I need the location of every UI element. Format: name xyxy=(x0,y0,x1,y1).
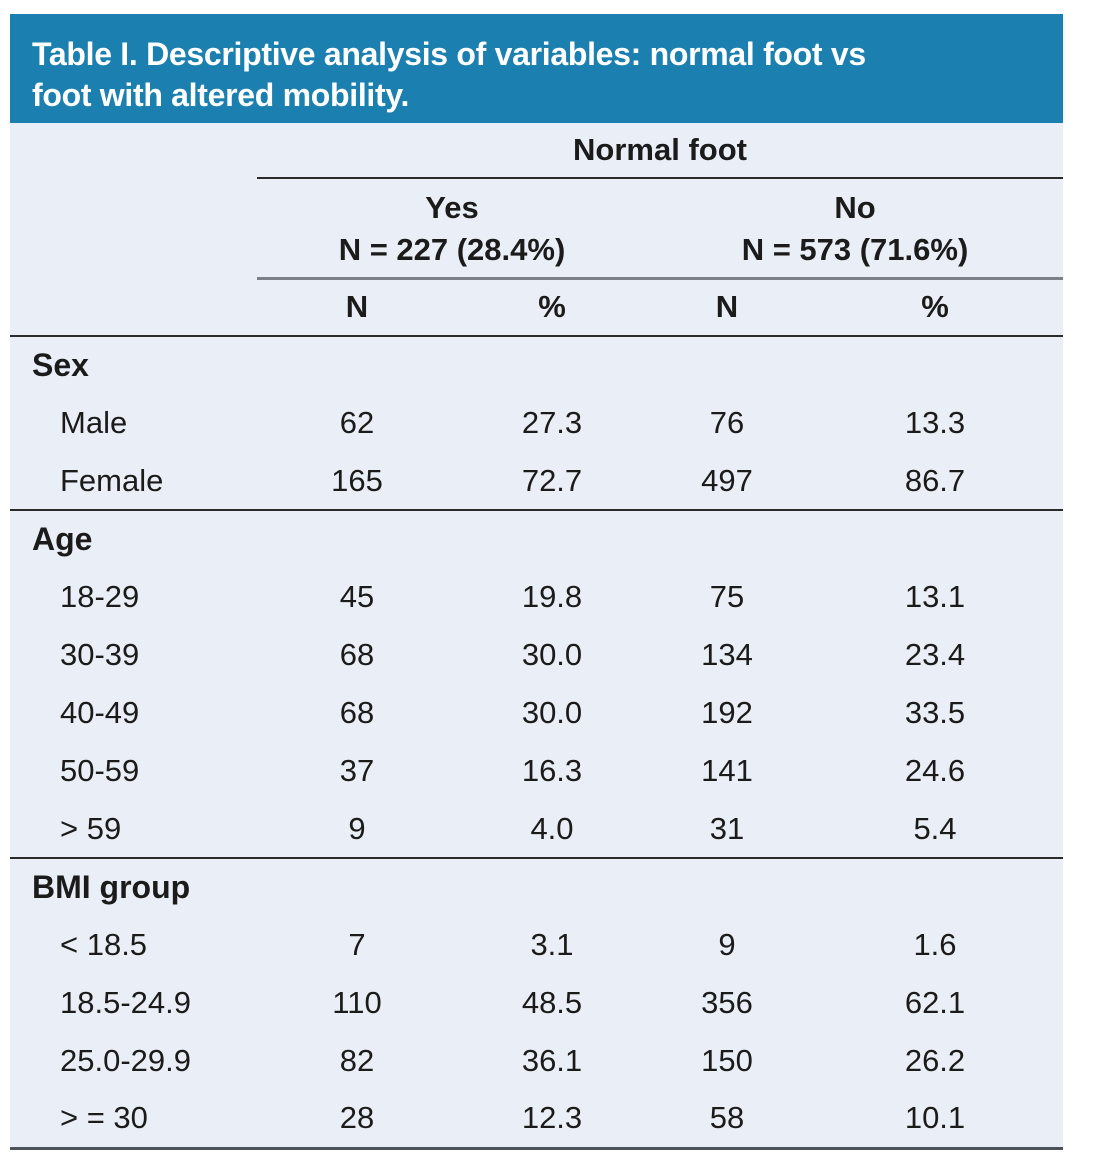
table-title: Table I. Descriptive analysis of variabl… xyxy=(32,35,866,113)
cell-value: 76 xyxy=(709,405,745,440)
cell-value: 16.3 xyxy=(521,753,583,788)
table-row: > = 30 28 12.3 58 10.1 xyxy=(10,1090,1063,1150)
spanner-row: Normal foot xyxy=(10,123,1063,179)
empty-cell xyxy=(10,123,257,178)
table-title-bar: Table I. Descriptive analysis of variabl… xyxy=(10,14,1063,123)
cell-value: 134 xyxy=(701,637,753,672)
cell-value: 13.1 xyxy=(904,579,966,614)
cell-value: 24.6 xyxy=(904,753,966,788)
cell-value: 27.3 xyxy=(521,405,583,440)
cell-value: 28 xyxy=(257,1090,457,1150)
cell-value: 1.6 xyxy=(913,927,957,962)
section-header-sex: Sex xyxy=(10,336,1063,394)
section-label: Sex xyxy=(32,347,89,383)
row-label: < 18.5 xyxy=(60,927,148,962)
cell-value: 192 xyxy=(701,695,753,730)
cell-value: 497 xyxy=(701,462,753,498)
section-header-age: Age xyxy=(10,509,1063,568)
cell-value: 23.4 xyxy=(904,637,966,672)
group-no: No N = 573 (71.6%) xyxy=(647,178,1063,280)
cell-value: 62 xyxy=(339,405,375,440)
row-label: 50-59 xyxy=(60,753,140,788)
col-header-n-yes: N xyxy=(257,278,457,337)
row-label: > 59 xyxy=(60,810,122,846)
cell-value: 9 xyxy=(348,810,366,846)
table-row: 25.0-29.9 82 36.1 150 26.2 xyxy=(10,1032,1063,1090)
cell-value: 10.1 xyxy=(807,1090,1063,1150)
row-label: Female xyxy=(60,462,164,498)
table-row: 50-59 37 16.3 141 24.6 xyxy=(10,742,1063,800)
group-yes-count: N = 227 (28.4%) xyxy=(338,231,566,267)
cell-value: 9 xyxy=(718,927,736,962)
cell-value: 26.2 xyxy=(904,1043,966,1078)
section-label: Age xyxy=(10,509,1063,568)
table-row: Female 165 72.7 497 86.7 xyxy=(10,452,1063,510)
cell-value: 72.7 xyxy=(521,462,583,498)
row-label: 25.0-29.9 xyxy=(60,1043,191,1078)
cell-value: 3.1 xyxy=(530,927,574,962)
col-header-pct-no: % xyxy=(807,278,1063,337)
row-label: Male xyxy=(60,405,128,440)
empty-cell xyxy=(10,278,257,337)
group-yes: Yes N = 227 (28.4%) xyxy=(257,178,647,280)
cell-value: 30.0 xyxy=(521,637,583,672)
cell-value: 33.5 xyxy=(904,695,966,730)
cell-value: 13.3 xyxy=(904,405,966,440)
cell-value: 165 xyxy=(331,462,383,498)
data-table: Normal foot Yes N = 227 (28.4%) No N = 5… xyxy=(10,123,1063,1150)
cell-value: 4.0 xyxy=(530,810,574,846)
cell-value: 141 xyxy=(701,753,753,788)
cell-value: 86.7 xyxy=(904,462,966,498)
cell-value: 36.1 xyxy=(521,1043,583,1078)
col-header-pct-yes: % xyxy=(457,278,647,337)
cell-value: 30.0 xyxy=(521,695,583,730)
table-row: 40-49 68 30.0 192 33.5 xyxy=(10,684,1063,742)
table-card: Table I. Descriptive analysis of variabl… xyxy=(10,14,1063,1150)
table-row: 18.5-24.9 110 48.5 356 62.1 xyxy=(10,974,1063,1032)
section-header-bmi: BMI group xyxy=(10,857,1063,916)
cell-value: 19.8 xyxy=(521,579,583,614)
group-no-label: No xyxy=(834,189,876,225)
row-label: 18.5-24.9 xyxy=(60,985,191,1020)
group-header-row: Yes N = 227 (28.4%) No N = 573 (71.6%) xyxy=(10,178,1063,280)
cell-value: 62.1 xyxy=(904,985,966,1020)
spanner-normal-foot: Normal foot xyxy=(257,123,1063,179)
cell-value: 150 xyxy=(701,1043,753,1078)
col-header-n-no: N xyxy=(647,278,807,337)
cell-value: 356 xyxy=(701,985,753,1020)
empty-cell xyxy=(10,178,257,278)
cell-value: 48.5 xyxy=(521,985,583,1020)
cell-value: 68 xyxy=(339,695,375,730)
row-label: > = 30 xyxy=(10,1090,257,1150)
cell-value: 82 xyxy=(339,1043,375,1078)
group-no-count: N = 573 (71.6%) xyxy=(741,231,969,267)
row-label: 30-39 xyxy=(60,637,140,672)
table-row: > 59 9 4.0 31 5.4 xyxy=(10,800,1063,858)
table-row: 30-39 68 30.0 134 23.4 xyxy=(10,626,1063,684)
table-row: 18-29 45 19.8 75 13.1 xyxy=(10,568,1063,626)
cell-value: 31 xyxy=(709,810,745,846)
cell-value: 75 xyxy=(709,579,745,614)
cell-value: 68 xyxy=(339,637,375,672)
table-row: < 18.5 7 3.1 9 1.6 xyxy=(10,916,1063,974)
group-yes-label: Yes xyxy=(425,189,479,225)
row-label: 40-49 xyxy=(60,695,140,730)
cell-value: 37 xyxy=(339,753,375,788)
cell-value: 12.3 xyxy=(457,1090,647,1150)
table-row: Male 62 27.3 76 13.3 xyxy=(10,394,1063,452)
cell-value: 45 xyxy=(339,579,375,614)
cell-value: 110 xyxy=(332,985,382,1020)
column-header-row: N % N % xyxy=(10,278,1063,337)
cell-value: 7 xyxy=(348,927,366,962)
row-label: 18-29 xyxy=(60,579,140,614)
section-label: BMI group xyxy=(10,857,1063,916)
cell-value: 58 xyxy=(647,1090,807,1150)
cell-value: 5.4 xyxy=(913,810,957,846)
